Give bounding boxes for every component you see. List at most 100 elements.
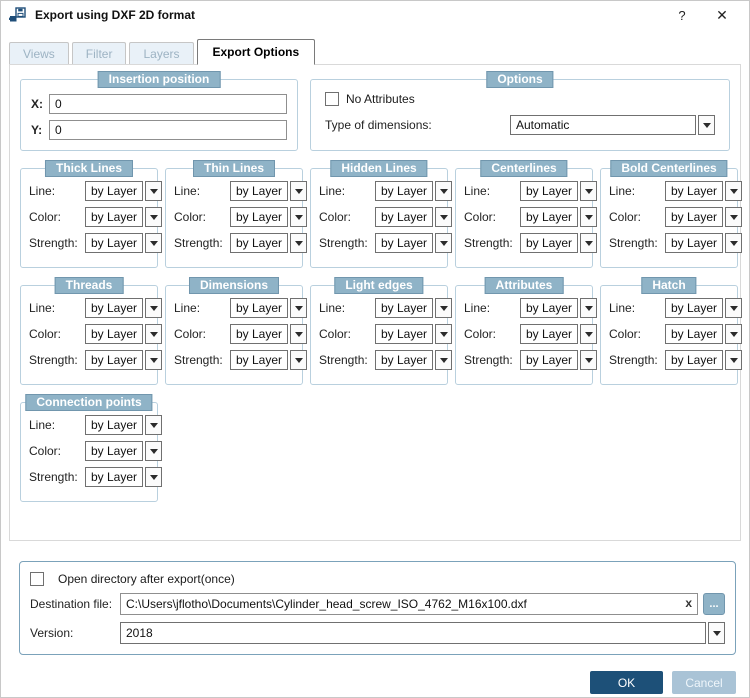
combo-arrow-button[interactable]	[145, 207, 163, 227]
line-select[interactable]: by Layer	[230, 181, 308, 201]
combo-arrow-button[interactable]	[725, 207, 743, 227]
combo-arrow-button[interactable]	[725, 350, 743, 370]
line-select[interactable]: by Layer	[230, 298, 308, 318]
combo-value[interactable]: by Layer	[520, 181, 579, 201]
combo-arrow-button[interactable]	[290, 350, 308, 370]
combo-value[interactable]: by Layer	[375, 207, 434, 227]
combo-arrow-button[interactable]	[290, 324, 308, 344]
combo-value[interactable]: by Layer	[665, 324, 724, 344]
combo-arrow-button[interactable]	[145, 298, 163, 318]
color-select[interactable]: by Layer	[375, 324, 453, 344]
combo-value[interactable]: by Layer	[230, 350, 289, 370]
color-select[interactable]: by Layer	[520, 207, 598, 227]
combo-value[interactable]: by Layer	[85, 233, 144, 253]
combo-value[interactable]: by Layer	[375, 181, 434, 201]
combo-arrow-button[interactable]	[580, 233, 598, 253]
combo-value[interactable]: by Layer	[665, 350, 724, 370]
combo-value[interactable]: by Layer	[230, 298, 289, 318]
combo-arrow-button[interactable]	[725, 233, 743, 253]
combo-value[interactable]: by Layer	[520, 350, 579, 370]
ok-button[interactable]: OK	[590, 671, 663, 694]
combo-arrow-button[interactable]	[580, 298, 598, 318]
combo-value[interactable]: by Layer	[520, 233, 579, 253]
combo-value[interactable]: by Layer	[85, 415, 144, 435]
combo-arrow-button[interactable]	[725, 298, 743, 318]
combo-arrow-button[interactable]	[435, 324, 453, 344]
strength-select[interactable]: by Layer	[520, 233, 598, 253]
strength-select[interactable]: by Layer	[375, 233, 453, 253]
strength-select[interactable]: by Layer	[230, 350, 308, 370]
browse-button[interactable]: ...	[703, 593, 725, 615]
strength-select[interactable]: by Layer	[85, 350, 163, 370]
combo-arrow-button[interactable]	[580, 324, 598, 344]
combo-value[interactable]: by Layer	[375, 350, 434, 370]
tab-views[interactable]: Views	[9, 42, 69, 64]
color-select[interactable]: by Layer	[665, 207, 743, 227]
combo-value[interactable]: by Layer	[375, 324, 434, 344]
strength-select[interactable]: by Layer	[375, 350, 453, 370]
line-select[interactable]: by Layer	[85, 298, 163, 318]
line-select[interactable]: by Layer	[520, 298, 598, 318]
combo-arrow-button[interactable]	[145, 324, 163, 344]
combo-arrow-button[interactable]	[290, 181, 308, 201]
version-select[interactable]: 2018	[120, 622, 725, 644]
combo-arrow-button[interactable]	[145, 350, 163, 370]
color-select[interactable]: by Layer	[85, 324, 163, 344]
tab-layers[interactable]: Layers	[129, 42, 194, 64]
combo-value[interactable]: by Layer	[230, 324, 289, 344]
combo-value[interactable]: by Layer	[230, 233, 289, 253]
color-select[interactable]: by Layer	[85, 207, 163, 227]
line-select[interactable]: by Layer	[665, 298, 743, 318]
close-button[interactable]: ✕	[716, 6, 728, 23]
combo-arrow-button[interactable]	[145, 467, 163, 487]
combo-value[interactable]: by Layer	[665, 233, 724, 253]
strength-select[interactable]: by Layer	[520, 350, 598, 370]
combo-arrow-button[interactable]	[290, 298, 308, 318]
no-attributes-checkbox[interactable]	[325, 92, 339, 106]
line-select[interactable]: by Layer	[375, 181, 453, 201]
clear-input-icon[interactable]: x	[685, 596, 692, 610]
combo-arrow-button[interactable]	[145, 181, 163, 201]
combo-value[interactable]: by Layer	[85, 467, 144, 487]
combo-arrow-button[interactable]	[435, 207, 453, 227]
color-select[interactable]: by Layer	[375, 207, 453, 227]
color-select[interactable]: by Layer	[665, 324, 743, 344]
combo-arrow-button[interactable]	[290, 207, 308, 227]
combo-arrow-button[interactable]	[580, 181, 598, 201]
strength-select[interactable]: by Layer	[230, 233, 308, 253]
y-input[interactable]	[49, 120, 287, 140]
strength-select[interactable]: by Layer	[85, 467, 163, 487]
combo-arrow-button[interactable]	[725, 181, 743, 201]
line-select[interactable]: by Layer	[375, 298, 453, 318]
combo-value[interactable]: by Layer	[230, 181, 289, 201]
x-input[interactable]	[49, 94, 287, 114]
combo-value[interactable]: by Layer	[665, 207, 724, 227]
combo-arrow-button[interactable]	[708, 622, 725, 644]
color-select[interactable]: by Layer	[85, 441, 163, 461]
combo-arrow-button[interactable]	[145, 233, 163, 253]
color-select[interactable]: by Layer	[230, 207, 308, 227]
combo-value[interactable]: by Layer	[85, 441, 144, 461]
cancel-button[interactable]: Cancel	[672, 671, 736, 694]
line-select[interactable]: by Layer	[85, 181, 163, 201]
line-select[interactable]: by Layer	[520, 181, 598, 201]
combo-value[interactable]: 2018	[120, 622, 706, 644]
combo-arrow-button[interactable]	[290, 233, 308, 253]
combo-value[interactable]: by Layer	[85, 324, 144, 344]
combo-value[interactable]: by Layer	[230, 207, 289, 227]
destination-file-input[interactable]	[120, 593, 698, 615]
combo-value[interactable]: by Layer	[520, 324, 579, 344]
combo-value[interactable]: Automatic	[510, 115, 696, 135]
tab-filter[interactable]: Filter	[71, 42, 127, 64]
combo-arrow-button[interactable]	[580, 350, 598, 370]
combo-arrow-button[interactable]	[435, 350, 453, 370]
combo-value[interactable]: by Layer	[85, 350, 144, 370]
tab-export-options[interactable]: Export Options	[196, 39, 316, 65]
combo-arrow-button[interactable]	[435, 181, 453, 201]
combo-value[interactable]: by Layer	[85, 298, 144, 318]
combo-value[interactable]: by Layer	[85, 207, 144, 227]
strength-select[interactable]: by Layer	[665, 350, 743, 370]
color-select[interactable]: by Layer	[520, 324, 598, 344]
color-select[interactable]: by Layer	[230, 324, 308, 344]
combo-arrow-button[interactable]	[725, 324, 743, 344]
